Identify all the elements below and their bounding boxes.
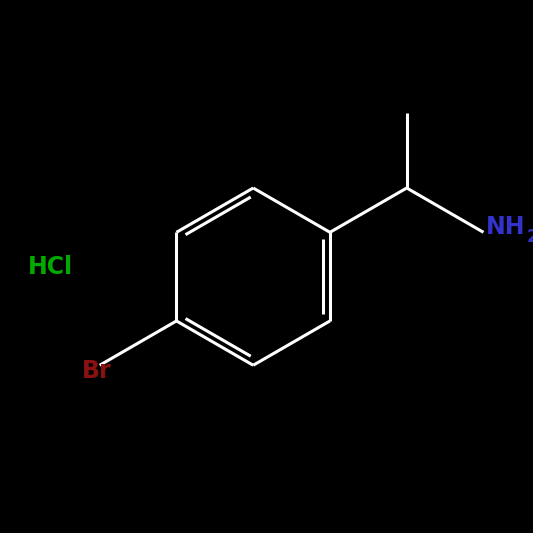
Text: 2: 2	[527, 228, 533, 246]
Text: Br: Br	[83, 359, 112, 383]
Text: HCl: HCl	[28, 254, 73, 279]
Text: NH: NH	[486, 215, 526, 239]
